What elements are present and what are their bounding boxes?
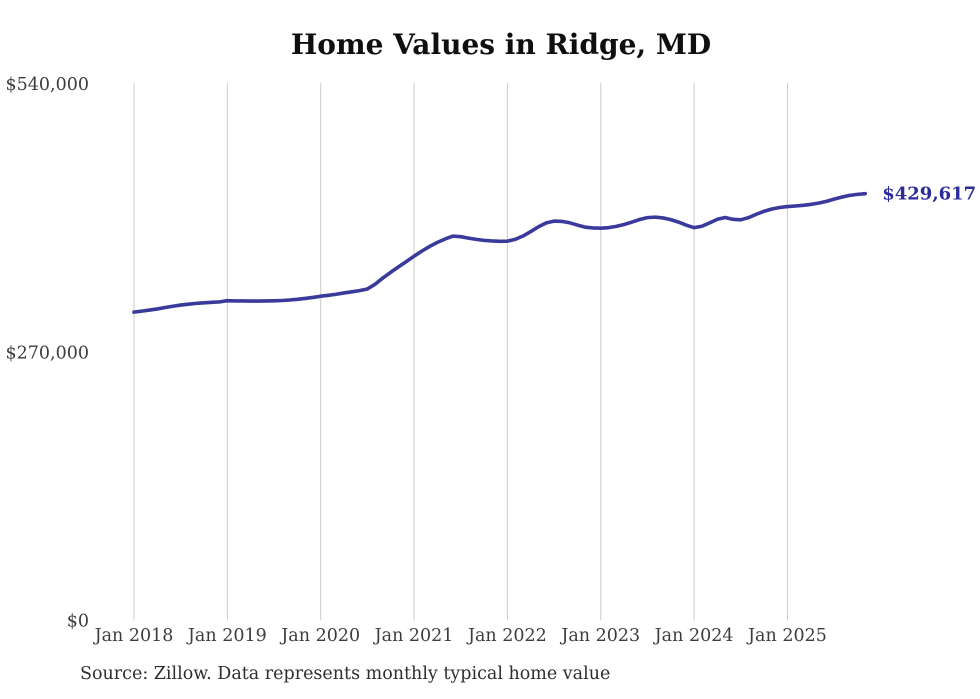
y-tick-label: $540,000	[5, 75, 89, 95]
x-tick-label: Jan 2021	[373, 626, 454, 646]
x-tick-label: Jan 2023	[559, 626, 640, 646]
x-tick-label: Jan 2025	[746, 626, 827, 646]
x-tick-label: Jan 2018	[93, 626, 174, 646]
x-tick-label: Jan 2020	[279, 626, 360, 646]
latest-value-label: $429,617	[882, 184, 976, 205]
y-tick-label: $270,000	[5, 343, 89, 363]
y-tick-label: $0	[67, 612, 89, 632]
x-tick-label: Jan 2019	[186, 626, 267, 646]
x-tick-label: Jan 2022	[466, 626, 547, 646]
chart-title: Home Values in Ridge, MD	[290, 28, 712, 61]
source-note: Source: Zillow. Data represents monthly …	[80, 664, 611, 684]
x-tick-label: Jan 2024	[653, 626, 734, 646]
home-value-series-line	[132, 191, 868, 314]
